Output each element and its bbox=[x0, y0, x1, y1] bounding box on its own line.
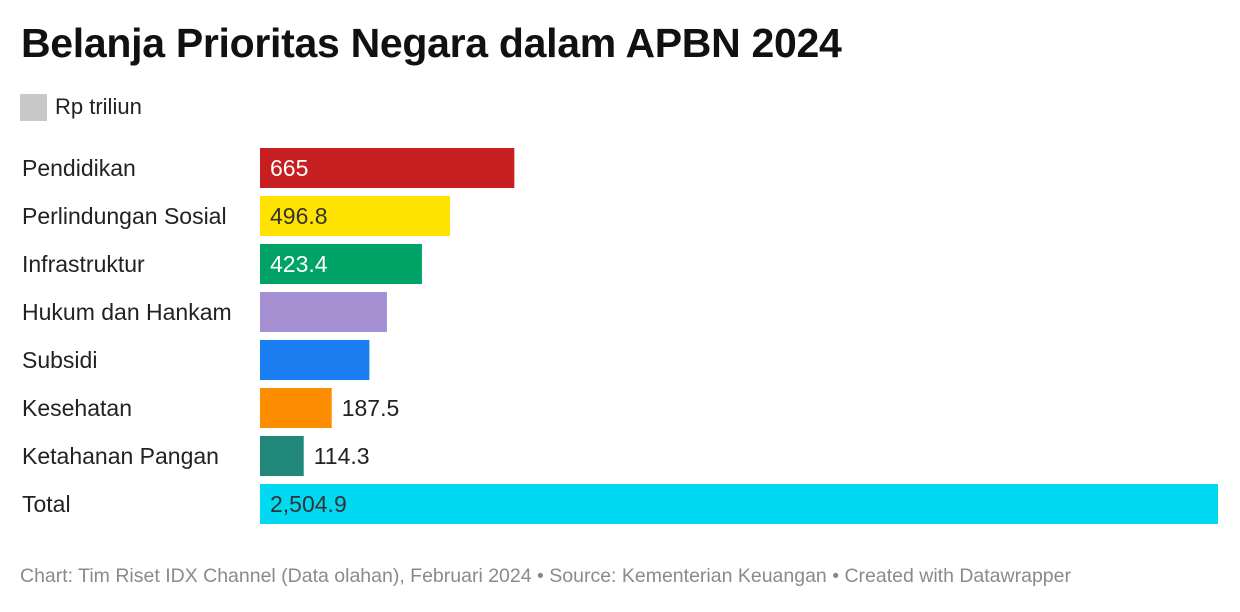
bar-row: Hukum dan Hankam 331.9 bbox=[22, 292, 454, 332]
bar-row: Perlindungan Sosial 496.8 bbox=[22, 196, 451, 236]
category-label: Perlindungan Sosial bbox=[22, 203, 227, 229]
category-label: Hukum dan Hankam bbox=[22, 299, 232, 325]
chart-footer: Chart: Tim Riset IDX Channel (Data olaha… bbox=[20, 565, 1071, 588]
category-label: Ketahanan Pangan bbox=[22, 443, 219, 469]
footer-source: Source: Kementerian Keuangan bbox=[549, 565, 827, 587]
bar-row: Kesehatan 187.5 bbox=[22, 388, 399, 428]
bar-row: Pendidikan 665 bbox=[22, 148, 515, 188]
chart-legend: Rp triliun bbox=[20, 93, 142, 121]
category-label: Pendidikan bbox=[22, 155, 136, 181]
value-label: 665 bbox=[270, 155, 308, 181]
footer-separator: • bbox=[826, 565, 845, 587]
footer-tool: Created with Datawrapper bbox=[844, 565, 1071, 587]
bar bbox=[260, 340, 370, 380]
value-label: 496.8 bbox=[270, 203, 328, 229]
category-label: Subsidi bbox=[22, 347, 97, 373]
value-label: 2,504.9 bbox=[270, 491, 347, 517]
legend-swatch bbox=[20, 93, 47, 121]
bar-row: Ketahanan Pangan 114.3 bbox=[22, 436, 370, 476]
bar-chart: Pendidikan 665 Perlindungan Sosial 496.8 Inf… bbox=[22, 148, 1218, 524]
bar-row: Subsidi 286 bbox=[22, 340, 418, 380]
bar bbox=[260, 484, 1218, 524]
chart-title: Belanja Prioritas Negara dalam APBN 2024 bbox=[21, 20, 842, 66]
footer-chart-credit: Chart: Tim Riset IDX Channel (Data olaha… bbox=[20, 565, 532, 587]
value-label: 114.3 bbox=[314, 443, 370, 469]
bar bbox=[260, 292, 387, 332]
value-label: 331.9 bbox=[397, 299, 455, 325]
category-label: Kesehatan bbox=[22, 395, 132, 421]
value-label: 187.5 bbox=[342, 395, 400, 421]
category-label: Infrastruktur bbox=[22, 251, 145, 277]
bar bbox=[260, 148, 515, 188]
footer-separator: • bbox=[531, 565, 550, 587]
bar bbox=[260, 388, 332, 428]
bar bbox=[260, 196, 451, 236]
value-label: 423.4 bbox=[270, 251, 328, 277]
value-label: 286 bbox=[379, 347, 417, 373]
bar bbox=[260, 436, 304, 476]
bar bbox=[260, 244, 422, 284]
bar-row: Total 2,504.9 bbox=[22, 484, 1218, 524]
bar-row: Infrastruktur 423.4 bbox=[22, 244, 422, 284]
legend-label: Rp triliun bbox=[55, 94, 142, 119]
category-label: Total bbox=[22, 491, 71, 517]
